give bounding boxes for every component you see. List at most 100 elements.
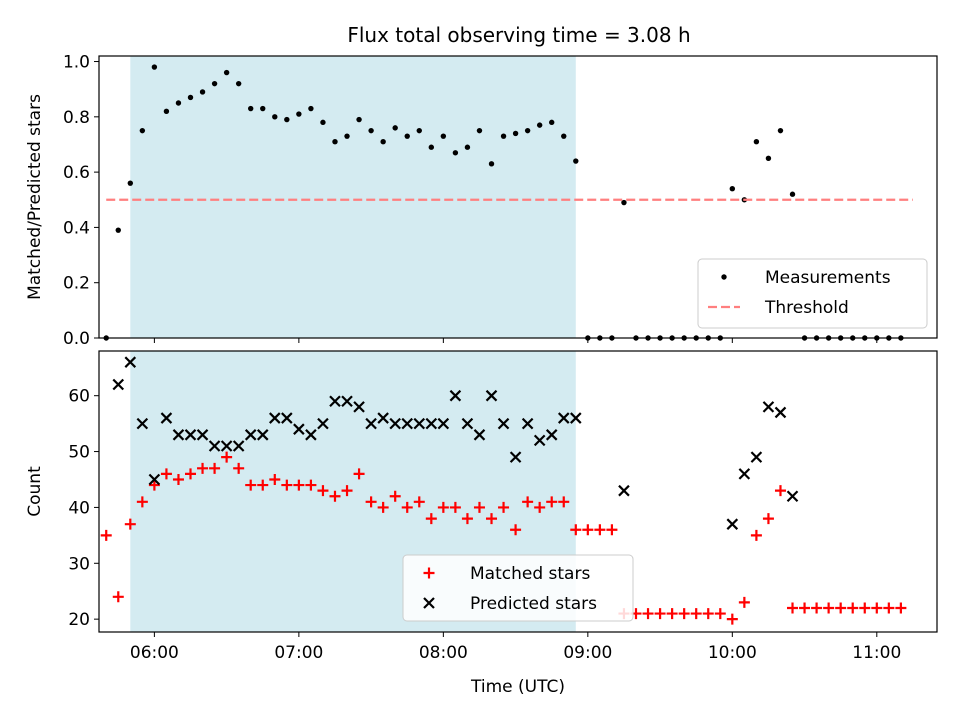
predicted-point xyxy=(762,401,775,413)
predicted-point xyxy=(124,356,137,368)
panel-1: 0.0 0.2 0.4 0.6 0.8 1.0 Matched/Predicted star… xyxy=(25,53,938,349)
matched-point xyxy=(233,462,245,474)
matched-point xyxy=(185,468,197,480)
matched-point xyxy=(582,524,594,536)
measurement-point xyxy=(187,94,194,101)
matched-point xyxy=(413,496,425,508)
matched-point xyxy=(774,485,786,497)
matched-point xyxy=(787,602,799,614)
predicted-point xyxy=(281,412,293,424)
matched-point xyxy=(136,496,148,508)
matched-point xyxy=(522,496,534,508)
measurement-point xyxy=(223,69,230,76)
y-tick-label: 60 xyxy=(68,387,90,407)
matched-point xyxy=(714,608,726,620)
measurement-point xyxy=(320,119,326,126)
predicted-point xyxy=(317,417,329,430)
matched-point xyxy=(100,529,112,541)
predicted-point xyxy=(726,518,739,530)
matched-point xyxy=(473,501,485,513)
predicted-point xyxy=(545,429,558,441)
predicted-point xyxy=(437,417,450,430)
measurement-point xyxy=(428,144,435,150)
matched-point xyxy=(534,501,546,513)
measurement-point xyxy=(248,105,254,112)
y-axis-label: Count xyxy=(25,466,45,517)
x-tick-label: 06:00 xyxy=(130,643,179,663)
predicted-point xyxy=(425,417,438,430)
predicted-point xyxy=(786,490,799,503)
series-predicted-stars xyxy=(112,356,799,530)
measurement-point xyxy=(392,125,398,131)
predicted-point xyxy=(485,389,498,402)
legend-box xyxy=(697,258,928,329)
predicted-point xyxy=(196,429,209,441)
plot-frame xyxy=(98,55,938,339)
matched-point xyxy=(245,479,257,491)
predicted-point xyxy=(160,412,173,424)
measurement-point xyxy=(127,180,134,186)
predicted-point xyxy=(413,417,426,430)
measurement-point xyxy=(260,105,266,112)
matched-point xyxy=(702,608,714,620)
measurement-point xyxy=(163,108,170,114)
matched-point xyxy=(847,602,859,614)
matched-point xyxy=(823,602,835,614)
measurement-point xyxy=(272,114,278,120)
measurement-point xyxy=(115,227,121,233)
matched-point xyxy=(172,473,184,485)
measurement-point xyxy=(573,158,579,164)
matched-point xyxy=(835,602,847,614)
predicted-point xyxy=(449,389,462,402)
predicted-point xyxy=(232,440,245,452)
legend-entry-predicted-stars: Predicted stars xyxy=(423,594,597,614)
measurement-point xyxy=(536,122,543,128)
matched-point xyxy=(425,513,437,525)
matched-point xyxy=(341,485,353,497)
matched-point xyxy=(377,501,389,513)
predicted-point xyxy=(557,412,570,424)
matched-point xyxy=(678,608,690,620)
matched-point xyxy=(546,496,558,508)
matched-point xyxy=(594,524,606,536)
panel-2: 20 30 40 50 60 06:00 07:00 08:00 09:00 10:00 11:00… xyxy=(25,350,938,697)
legend-label: Predicted stars xyxy=(470,594,597,614)
predicted-point xyxy=(256,429,269,441)
matched-point xyxy=(305,479,317,491)
matched-point xyxy=(437,501,449,513)
y-tick-label: 0.0 xyxy=(63,329,90,349)
measurement-point xyxy=(765,155,772,161)
legend-entry-matched-stars: Matched stars xyxy=(423,564,590,584)
y-tick-label: 50 xyxy=(68,443,90,463)
predicted-point xyxy=(521,417,534,430)
chart-title: Flux total observing time = 3.08 h xyxy=(347,23,690,47)
measurement-point xyxy=(380,139,386,145)
measurement-point xyxy=(404,133,410,139)
predicted-point xyxy=(341,395,353,408)
predicted-point xyxy=(377,412,389,424)
matched-point xyxy=(726,613,738,625)
matched-point xyxy=(112,591,124,603)
y-tick-label: 0.4 xyxy=(63,218,90,238)
legend-label: Matched stars xyxy=(470,564,590,584)
measurement-point xyxy=(476,127,483,134)
matched-point xyxy=(486,513,498,525)
legend-box xyxy=(402,554,634,622)
y-tick-label: 40 xyxy=(68,498,90,518)
matched-point xyxy=(738,596,750,608)
predicted-point xyxy=(401,417,414,430)
predicted-point xyxy=(353,401,365,413)
predicted-point xyxy=(389,417,401,430)
matched-point xyxy=(124,518,136,530)
matched-point xyxy=(606,524,618,536)
measurement-point xyxy=(464,144,471,150)
x-axis-label: Time (UTC) xyxy=(470,677,565,697)
measurement-point xyxy=(561,133,567,139)
predicted-point xyxy=(570,412,582,424)
matched-point xyxy=(510,524,522,536)
legend-entry-threshold: Threshold xyxy=(708,298,849,318)
predicted-point xyxy=(618,484,630,497)
observing-interval-shade xyxy=(130,56,576,338)
measurement-point xyxy=(452,150,459,156)
